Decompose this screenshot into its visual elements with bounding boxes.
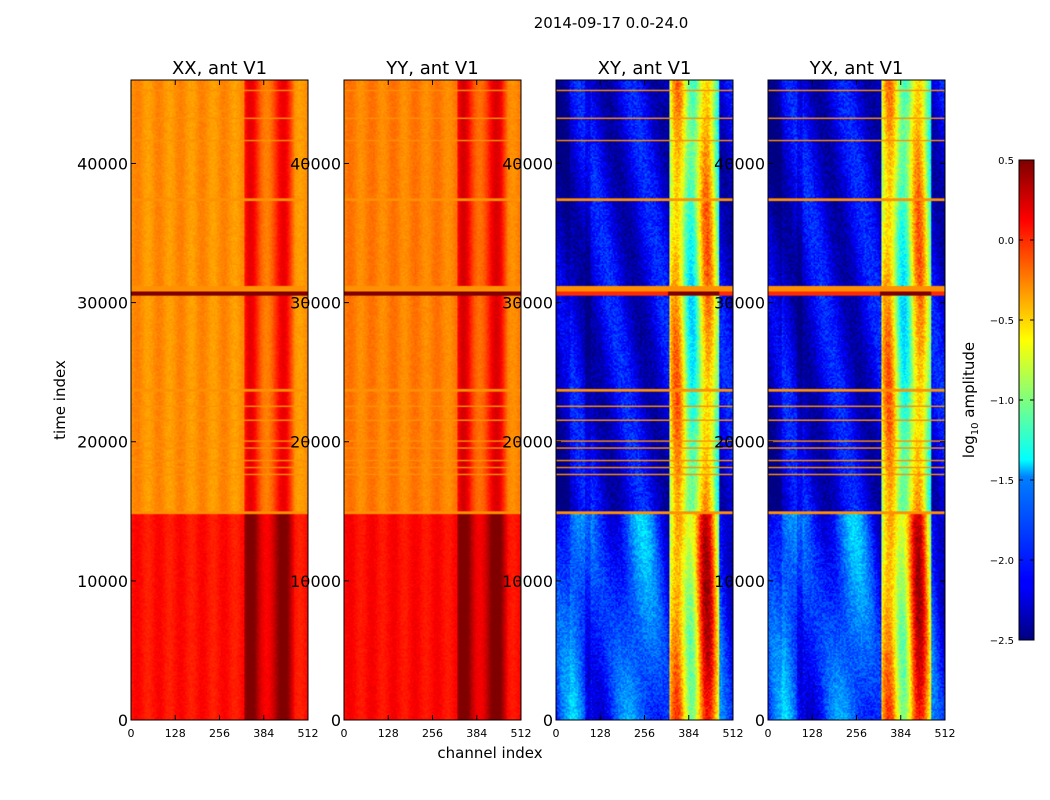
x-tick-label: 384 [466,727,487,740]
colorbar-ticks: 0.5 0.0 −0.5 −1.0 −1.5 −2.0 −2.5 [990,156,1034,647]
y-tick-label: 20000 [502,433,553,452]
x-ticks-xy: 0 128 256 384 512 [553,80,744,740]
x-tick-label: 512 [298,727,319,740]
colorbar-tick-label: 0.5 [998,156,1014,167]
x-tick-label: 128 [378,727,399,740]
y-axis-label: time index [51,360,69,440]
heatmap-image-yx [768,80,945,720]
x-tick-label: 256 [422,727,443,740]
x-tick-label: 512 [723,727,744,740]
x-tick-label: 512 [935,727,956,740]
x-axis-label: channel index [437,744,542,762]
y-tick-label: 40000 [714,154,765,173]
y-tick-label: 40000 [502,154,553,173]
y-tick-label: 10000 [77,572,128,591]
x-ticks-xx: 0 128 256 384 512 [128,80,319,740]
panel-xy: XY, ant V1 0 128 256 384 512 0 10000 20000 3000… [502,58,743,740]
y-tick-label: 40000 [290,154,341,173]
heatmap-image-yy [344,80,521,720]
x-tick-label: 128 [590,727,611,740]
colorbar-label-rest: amplitude [960,342,978,423]
x-tick-label: 128 [165,727,186,740]
x-tick-label: 0 [128,727,135,740]
y-ticks-xx: 0 10000 20000 30000 40000 [77,154,308,730]
x-tick-label: 384 [253,727,274,740]
y-tick-label: 10000 [290,572,341,591]
x-tick-label: 256 [634,727,655,740]
y-tick-label: 20000 [290,433,341,452]
x-tick-label: 0 [341,727,348,740]
panel-title-yy: YY, ant V1 [385,58,478,79]
x-tick-label: 256 [846,727,867,740]
y-ticks-yx: 0 10000 20000 30000 40000 [714,154,945,730]
colorbar-tick-label: −2.5 [990,636,1014,647]
y-tick-label: 30000 [290,294,341,313]
figure-title: 2014-09-17 0.0-24.0 [534,14,689,32]
panel-title-xy: XY, ant V1 [598,58,692,79]
y-tick-label: 20000 [714,433,765,452]
y-tick-label: 0 [331,711,341,730]
x-tick-label: 0 [553,727,560,740]
y-ticks-xy: 0 10000 20000 30000 40000 [502,154,733,730]
y-tick-label: 40000 [77,154,128,173]
heatmap-image-xy [556,80,733,720]
colorbar-label-log: log [960,435,978,458]
colorbar-tick-label: 0.0 [998,236,1014,247]
y-ticks-yy: 0 10000 20000 30000 40000 [290,154,521,730]
x-tick-label: 128 [802,727,823,740]
y-tick-label: 0 [543,711,553,730]
colorbar-label: log10 amplitude [960,342,981,458]
colorbar-tick-label: −1.5 [990,476,1014,487]
x-tick-label: 0 [765,727,772,740]
panel-xx: XX, ant V1 0 128 256 384 512 0 10000 20000 3000… [77,58,318,740]
colorbar-label-subscript: 10 [970,422,981,435]
y-tick-label: 20000 [77,433,128,452]
colorbar-tick-label: −0.5 [990,316,1014,327]
y-tick-label: 30000 [714,294,765,313]
y-tick-label: 10000 [502,572,553,591]
x-tick-label: 512 [511,727,532,740]
y-tick-label: 0 [755,711,765,730]
panel-title-yx: YX, ant V1 [809,58,904,79]
y-tick-label: 30000 [77,294,128,313]
x-tick-label: 384 [678,727,699,740]
colorbar-tick-label: −1.0 [990,396,1014,407]
heatmap-image-xx [131,80,308,720]
y-tick-label: 0 [118,711,128,730]
panel-yy: YY, ant V1 0 128 256 384 512 0 10000 20000 3000… [290,58,531,740]
x-ticks-yx: 0 128 256 384 512 [765,80,956,740]
colorbar-tick-label: −2.0 [990,556,1014,567]
y-tick-label: 10000 [714,572,765,591]
colorbar: 0.5 0.0 −0.5 −1.0 −1.5 −2.0 −2.5 log10 amplitu… [960,156,1035,647]
x-ticks-yy: 0 128 256 384 512 [341,80,532,740]
x-tick-label: 384 [890,727,911,740]
x-tick-label: 256 [209,727,230,740]
panel-yx: YX, ant V1 0 128 256 384 512 0 10000 20000 3000… [714,58,955,740]
panel-title-xx: XX, ant V1 [172,58,267,79]
y-tick-label: 30000 [502,294,553,313]
